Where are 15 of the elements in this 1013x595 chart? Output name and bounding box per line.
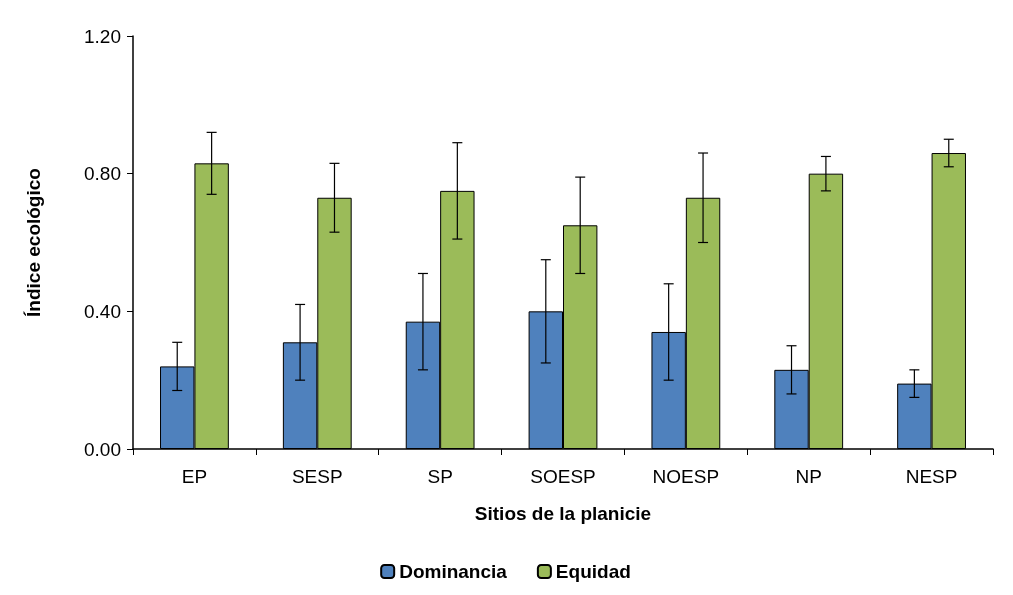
x-tick-label: NOESP xyxy=(652,466,720,487)
legend-label: Equidad xyxy=(555,561,631,582)
y-tick-label: 1.20 xyxy=(84,25,121,47)
x-tick-label: SESP xyxy=(291,466,343,487)
y-tick-label: 0.80 xyxy=(84,163,121,185)
x-axis-title: Sitios de la planicie xyxy=(474,503,652,524)
x-tick-label: NP xyxy=(795,466,822,487)
x-tick-label: NESP xyxy=(905,466,958,487)
y-tick-label: 0.40 xyxy=(84,300,121,322)
x-tick-label: SOESP xyxy=(530,466,596,487)
y-axis-title: Índice ecológico xyxy=(23,168,44,317)
x-tick-label: EP xyxy=(181,466,208,487)
x-tick-label: SP xyxy=(427,466,453,487)
legend-label: Dominancia xyxy=(399,561,508,582)
y-tick-label: 0.00 xyxy=(84,438,121,460)
